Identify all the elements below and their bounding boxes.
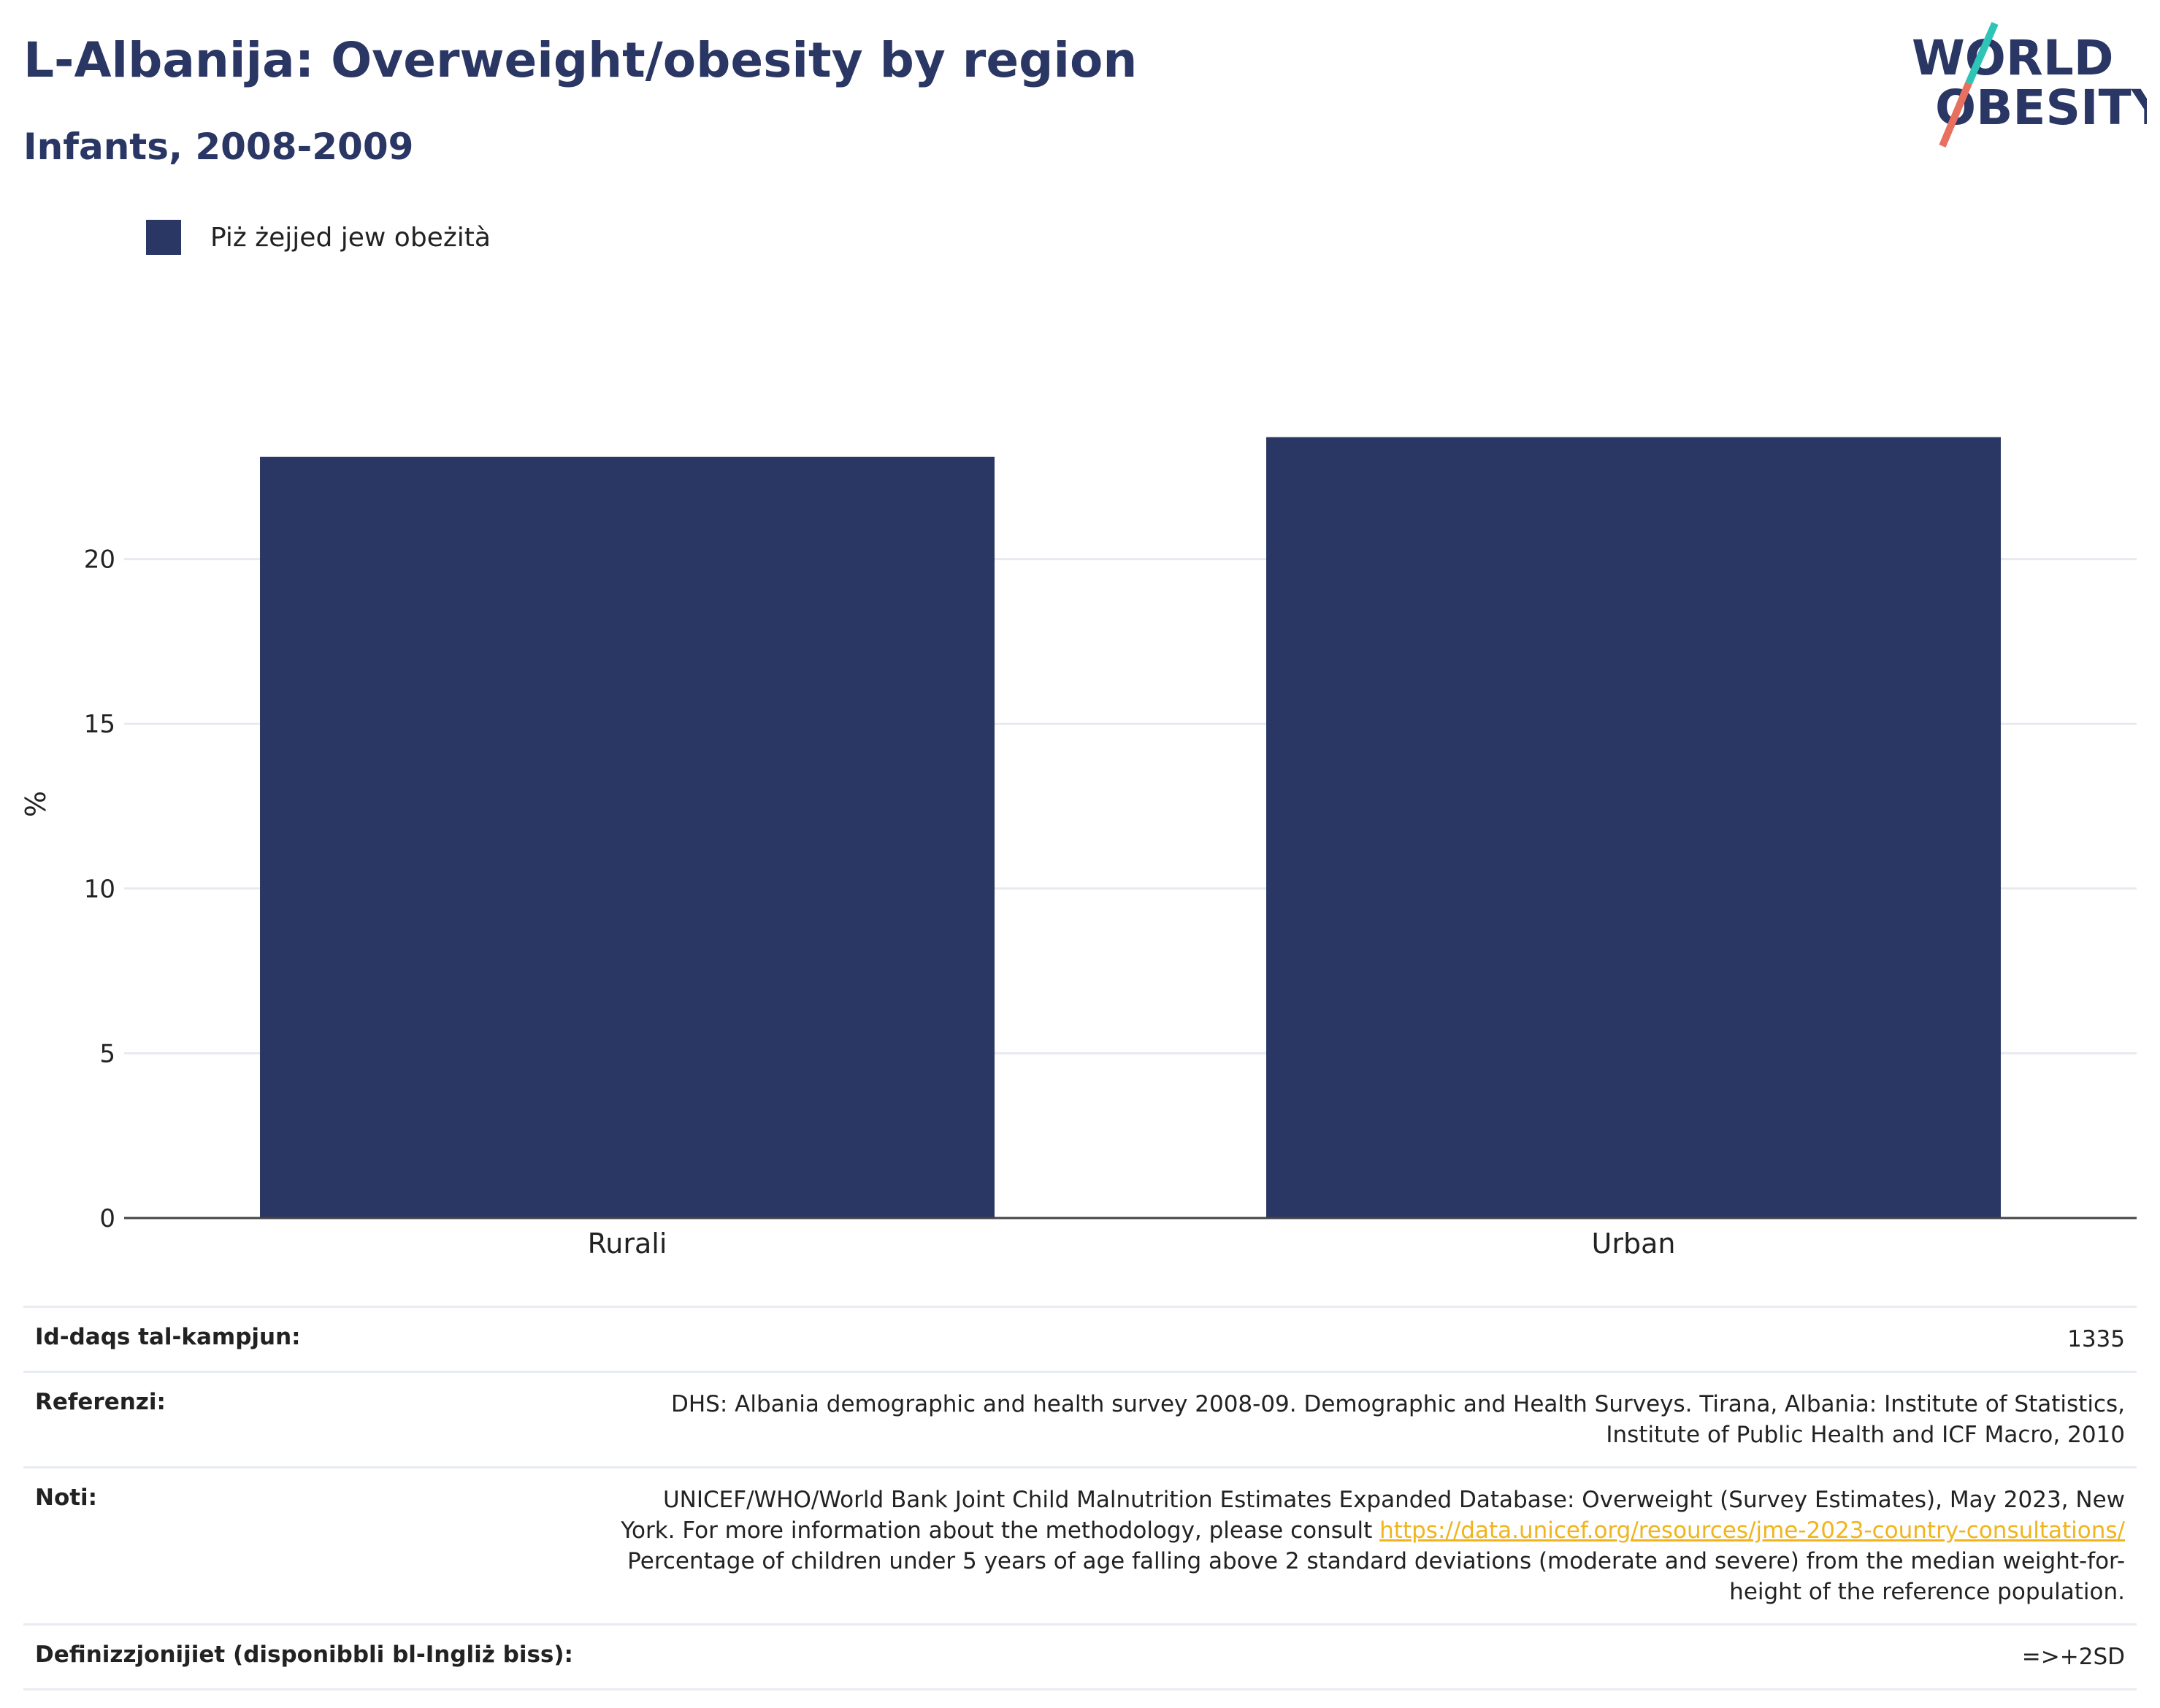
notes-text-after: Percentage of children under 5 years of … [627,1548,2125,1605]
definitions-value: =>+2SD [2021,1644,2125,1670]
axes: 0 5 10 15 20 Rurali Urban% [20,545,2137,1260]
chart-legend: Piż żejjed jew obeżità [146,219,491,256]
notes-row: Noti: UNICEF/WHO/World Bank Joint Child … [23,1466,2137,1623]
definitions-label: Definizzjonijiet (disponibbli bl-Ingliż … [35,1642,573,1668]
y-tick-label: 10 [84,875,115,904]
y-tick-label: 0 [99,1204,115,1233]
sample-size-row: Id-daqs tal-kampjun: 1335 [23,1306,2137,1371]
logo-text-world: WORLD [1912,30,2114,86]
x-tick-label: Urban [1592,1228,1676,1260]
legend-swatch [146,220,181,255]
methodology-link[interactable]: https://data.unicef.org/resources/jme-20… [1379,1517,2125,1544]
bar-chart: 0 5 10 15 20 Rurali Urban% [20,437,2137,1260]
notes-label: Noti: [35,1485,98,1511]
legend-label: Piż żejjed jew obeżità [210,222,491,253]
bar-urban [1266,437,2001,1218]
logo-text-obesity: OBESITY [1935,80,2147,136]
chart-title: L-Albanija: Overweight/obesity by region [23,32,1138,88]
y-tick-label: 5 [99,1039,115,1068]
sample-size-label: Id-daqs tal-kampjun: [35,1324,301,1350]
y-axis-label: % [20,791,52,817]
notes-value: UNICEF/WHO/World Bank Joint Child Malnut… [606,1485,2125,1607]
y-tick-label: 15 [84,710,115,739]
references-value: DHS: Albania demographic and health surv… [671,1391,2125,1448]
definitions-row: Definizzjonijiet (disponibbli bl-Ingliż … [23,1623,2137,1690]
notes-text-before: UNICEF/WHO/World Bank Joint Child Malnut… [621,1487,2125,1544]
bars [260,437,2001,1218]
chart-subtitle: Infants, 2008-2009 [23,126,414,168]
metadata-table: Id-daqs tal-kampjun: 1335 Referenzi: DHS… [23,1306,2137,1690]
logo-slash-bottom [1939,82,1972,148]
logo-slash-top [1965,22,1999,85]
sample-size-value: 1335 [2067,1326,2125,1352]
y-tick-label: 20 [84,545,115,575]
references-label: Referenzi: [35,1389,166,1415]
x-tick-label: Rurali [588,1228,667,1260]
bar-rurali [260,456,995,1218]
references-row: Referenzi: DHS: Albania demographic and … [23,1371,2137,1466]
world-obesity-logo: WORLD OBESITY [1912,22,2147,148]
